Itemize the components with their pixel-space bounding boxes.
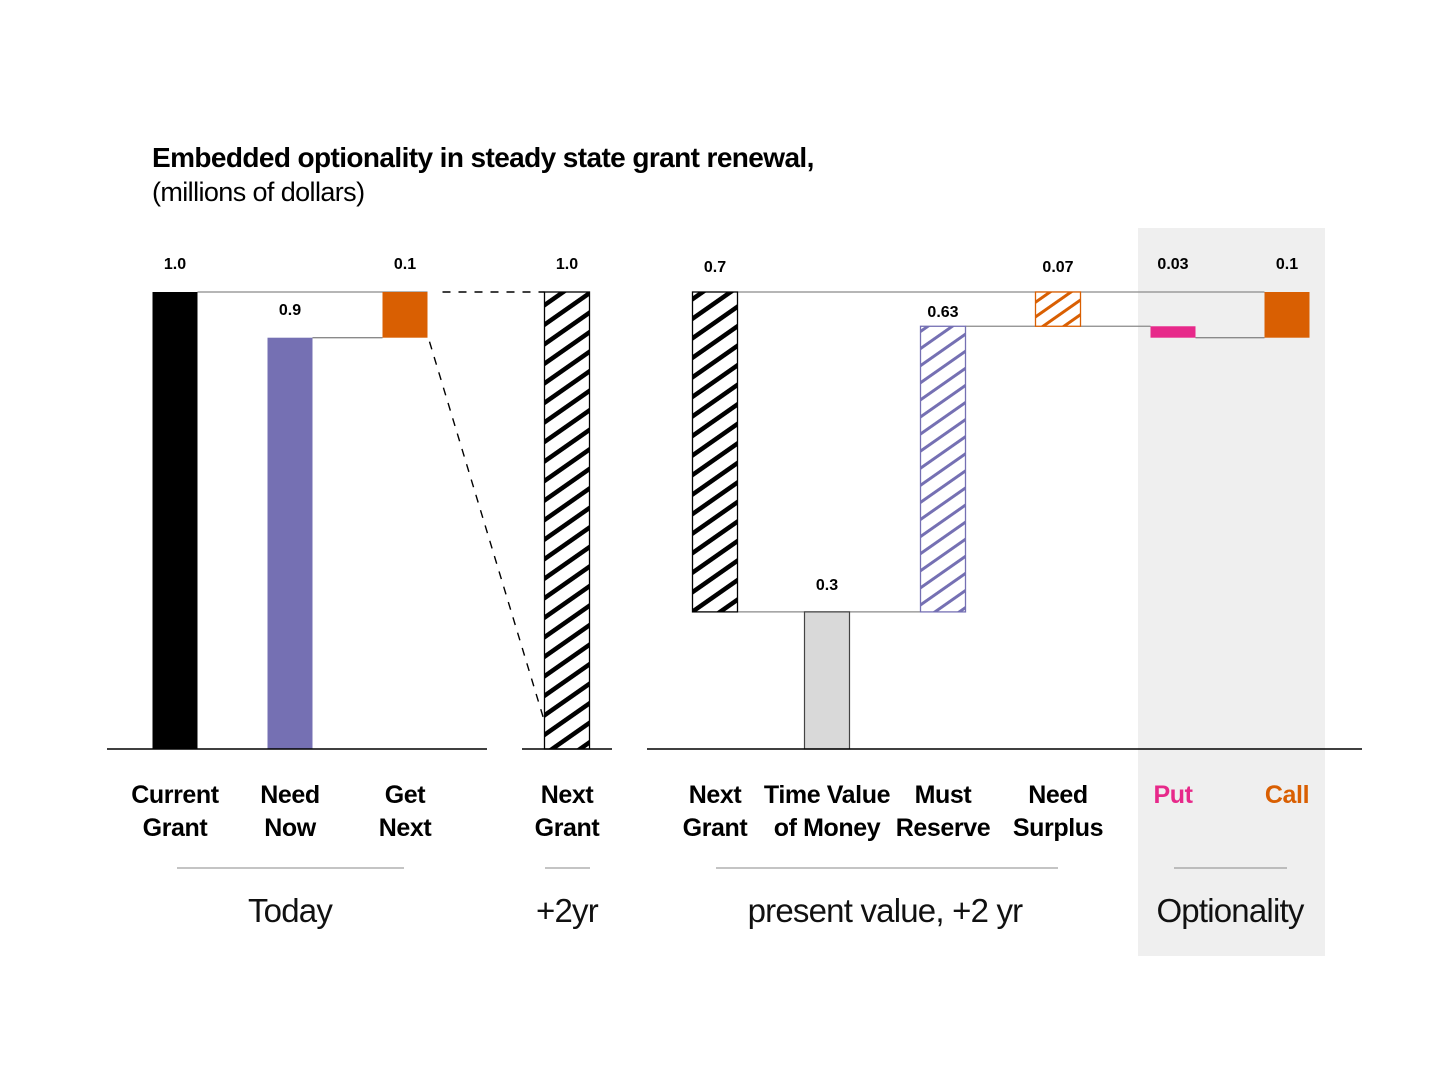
group-label-today: Today	[248, 892, 333, 929]
category-label-need-surplus-line-1: Need	[1028, 781, 1088, 809]
category-label-need-surplus-line-2: Surplus	[1013, 814, 1103, 842]
category-label-time-value-line-2: of Money	[774, 814, 881, 842]
bar-time-value	[803, 611, 851, 750]
category-label-need-now-line-2: Now	[264, 814, 317, 842]
category-label-need-now-line-1: Need	[260, 781, 320, 809]
connector-lines	[197, 291, 1265, 722]
value-label-get-next: 0.1	[394, 256, 416, 273]
bar-need-surplus	[1034, 291, 1082, 327]
bar-must-reserve	[919, 325, 967, 613]
category-label-current-grant-line-1: Current	[131, 781, 220, 809]
connector-dashed-diagonal	[428, 341, 546, 722]
value-label-must-reserve: 0.63	[927, 304, 958, 321]
value-label-next-grant-pv: 0.7	[704, 259, 726, 276]
group-label-pv: present value, +2 yr	[748, 892, 1024, 929]
bar-current-grant	[152, 292, 198, 749]
bar-put	[1150, 326, 1196, 338]
value-label-next-grant-future: 1.0	[556, 256, 578, 273]
bars	[152, 291, 1310, 750]
chart-title: Embedded optionality in steady state gra…	[152, 142, 814, 173]
bar-get-next	[382, 292, 428, 338]
optionality-highlight-panel	[1138, 228, 1325, 956]
category-label-get-next-line-1: Get	[385, 781, 427, 809]
category-label-put-line-1: Put	[1153, 781, 1193, 809]
category-label-next-grant-pv-line-1: Next	[689, 781, 743, 809]
bar-next-grant-future	[543, 291, 591, 750]
chart-subtitle: (millions of dollars)	[152, 177, 364, 207]
bar-next-grant-pv	[691, 291, 739, 613]
value-label-call: 0.1	[1276, 256, 1298, 273]
group-label-plus2yr: +2yr	[536, 892, 599, 929]
labels: 1.0 Current Grant 0.9 Need Now 0.1 Get Next 1.0 Ne…	[131, 256, 1309, 929]
value-label-current-grant: 1.0	[164, 256, 186, 273]
category-label-time-value-line-1: Time Value	[764, 781, 891, 809]
value-label-need-surplus: 0.07	[1042, 259, 1073, 276]
value-label-put: 0.03	[1157, 256, 1188, 273]
bar-call	[1264, 292, 1310, 338]
bar-need-now	[267, 337, 313, 749]
category-label-current-grant-line-2: Grant	[143, 814, 209, 842]
category-label-get-next-line-2: Next	[379, 814, 433, 842]
group-label-optionality: Optionality	[1156, 892, 1304, 929]
category-label-must-reserve-line-1: Must	[915, 781, 973, 809]
value-label-need-now: 0.9	[279, 302, 301, 319]
category-label-next-grant-future-line-1: Next	[541, 781, 595, 809]
category-label-call-line-1: Call	[1265, 781, 1309, 809]
category-label-must-reserve-line-2: Reserve	[896, 814, 991, 842]
category-label-next-grant-future-line-2: Grant	[535, 814, 601, 842]
category-label-next-grant-pv-line-2: Grant	[683, 814, 749, 842]
value-label-time-value: 0.3	[816, 577, 838, 594]
